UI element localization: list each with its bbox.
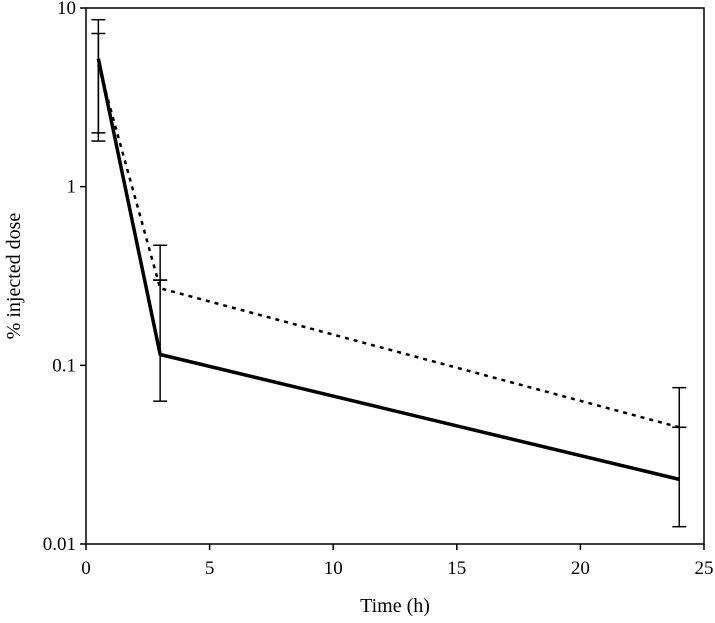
y-tick-label: 0.01 [43, 534, 76, 555]
x-tick-label: 20 [571, 558, 590, 579]
x-tick-label: 10 [324, 558, 343, 579]
x-axis-title: Time (h) [360, 595, 430, 617]
y-tick-label: 1 [67, 177, 77, 198]
x-tick-label: 5 [205, 558, 215, 579]
y-axis-ticks: 0.01 0.1 1 10 [43, 0, 86, 555]
y-axis-title: % injected dose [3, 213, 25, 340]
x-tick-label: 0 [81, 558, 91, 579]
series-line-1 [96, 58, 680, 482]
y-tick-label: 10 [57, 0, 76, 19]
x-axis-ticks: 0 5 10 15 20 25 [81, 544, 714, 579]
y-tick-label: 0.1 [52, 355, 76, 376]
plot-frame [85, 7, 705, 545]
x-tick-label: 15 [447, 558, 466, 579]
x-tick-label: 25 [695, 558, 714, 579]
series-layer [91, 18, 687, 528]
series-line-2 [97, 64, 680, 429]
